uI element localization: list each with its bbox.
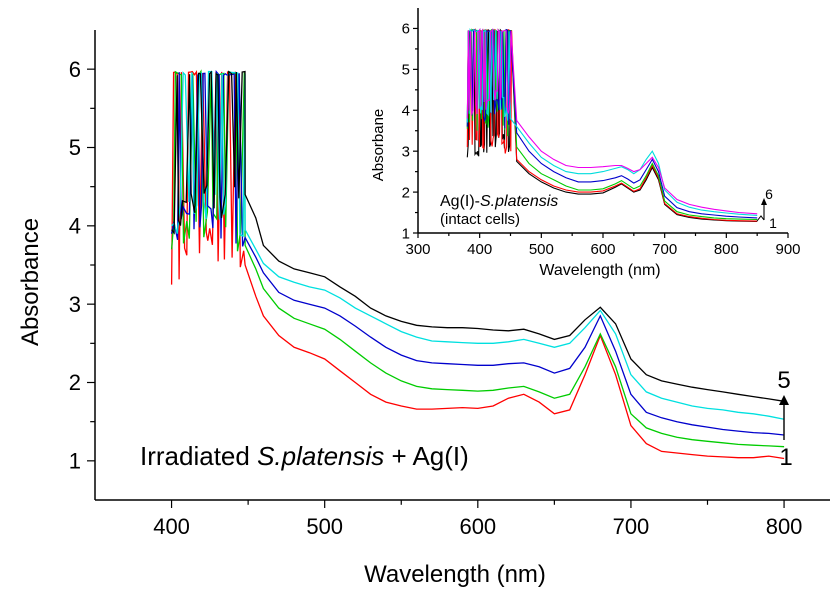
inset-y-axis-title: Absorbane [370, 109, 387, 182]
main-x-tick-label: 500 [306, 514, 343, 539]
inset-x-tick-label: 500 [529, 241, 554, 258]
inset-arrow-top-label: 6 [765, 186, 773, 202]
inset-y-tick-label: 2 [402, 184, 410, 201]
inset-arrow-head [761, 198, 767, 205]
inset-x-tick-label: 700 [652, 241, 677, 258]
main-annotation: Irradiated S.platensis + Ag(I) [140, 441, 469, 471]
inset-y-tick-label: 6 [402, 21, 410, 38]
main-y-axis-title: Absorbance [17, 218, 44, 346]
main-annotation-prefix: Irradiated [140, 441, 257, 471]
inset-x-tick-label: 400 [467, 241, 492, 258]
inset-arrow-tail [756, 215, 765, 222]
inset-annotation-line1: Ag(I)-S.platensis [440, 193, 558, 210]
main-y-tick-label: 4 [69, 214, 81, 239]
main-chart: 400 500 600 700 800 1 2 3 4 5 6 Wavelength (nm) Ab… [17, 30, 830, 588]
inset-x-tick-label: 600 [590, 241, 615, 258]
inset-annotation-line2: (intact cells) [440, 211, 520, 228]
main-x-tick-label: 700 [613, 514, 650, 539]
main-x-axis-title: Wavelength (nm) [364, 561, 546, 588]
main-x-tick-label: 800 [766, 514, 803, 539]
inset-annotation-species: S.platensis [480, 193, 558, 210]
inset-x-tick-label: 900 [775, 241, 800, 258]
inset-y-tick-label: 5 [402, 62, 410, 79]
inset-annotation-prefix: Ag(I)- [440, 193, 480, 210]
inset-y-tick-label: 1 [402, 225, 410, 242]
main-y-tick-label: 3 [69, 292, 81, 317]
inset-series-1 [466, 28, 758, 223]
main-series-group [170, 69, 785, 460]
main-y-tick-label: 6 [69, 57, 81, 82]
main-y-tick-label: 2 [69, 370, 81, 395]
main-y-tick-label: 1 [69, 449, 81, 474]
main-x-tick-label: 400 [153, 514, 190, 539]
inset-x-tick-label: 300 [405, 241, 430, 258]
main-arrow-bottom-label: 1 [779, 444, 792, 471]
inset-tick-group: 300 400 500 600 700 800 900 1 2 3 4 5 6 [402, 21, 801, 258]
inset-x-axis-title: Wavelength (nm) [539, 262, 660, 279]
main-x-tick-label: 600 [459, 514, 496, 539]
main-series-1 [170, 69, 785, 460]
main-tick-group: 400 500 600 700 800 1 2 3 4 5 6 [69, 57, 803, 539]
main-series-4 [171, 70, 785, 420]
main-series-3 [170, 69, 785, 436]
inset-y-tick-label: 3 [402, 143, 410, 160]
main-y-tick-label: 5 [69, 135, 81, 160]
inset-x-tick-label: 800 [714, 241, 739, 258]
main-series-5 [171, 70, 785, 402]
main-arrow-head [779, 395, 789, 405]
inset-series-group [466, 27, 758, 223]
inset-y-tick-label: 4 [402, 103, 410, 120]
main-annotation-suffix: + Ag(I) [384, 441, 469, 471]
inset-arrow-bottom-label: 1 [769, 215, 777, 231]
main-annotation-species: S.platensis [257, 441, 384, 471]
inset-chart: 300 400 500 600 700 800 900 1 2 3 4 5 6 Wavelength (… [370, 5, 801, 279]
inset-series-6 [466, 27, 758, 215]
main-arrow-top-label: 5 [777, 367, 790, 394]
